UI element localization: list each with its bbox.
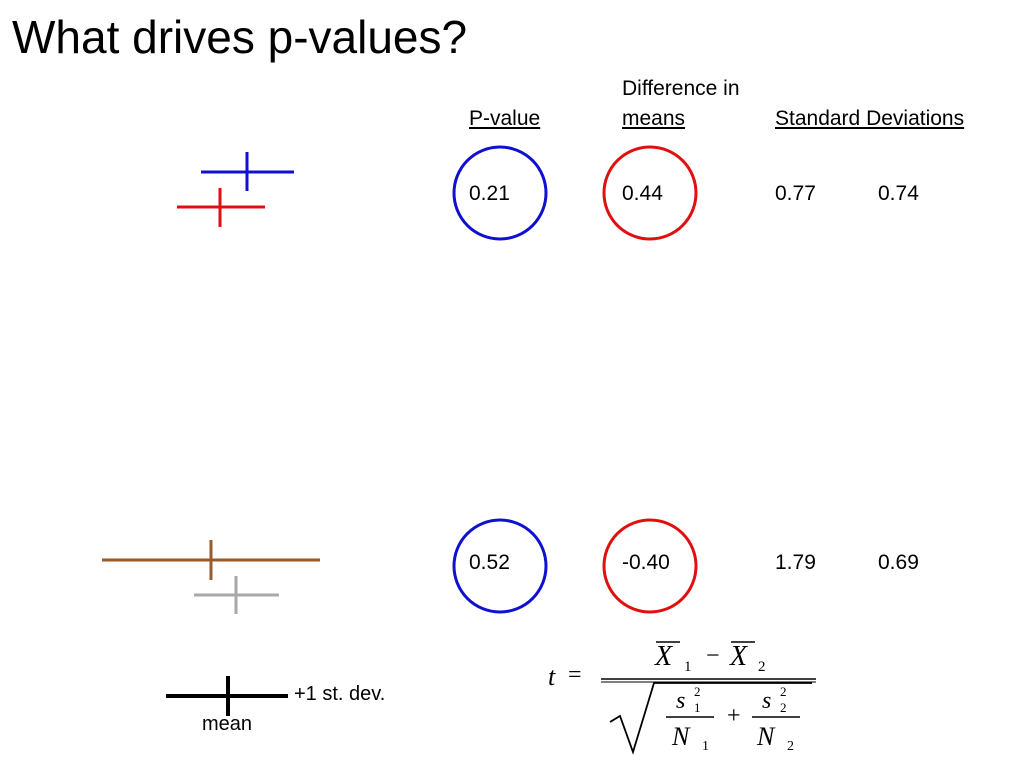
row2-diff-means: -0.40 [622,551,670,574]
legend-plus-sd: +1 st. dev. [294,683,386,705]
formula-n2: N [757,722,775,751]
formula-s2: s [762,688,772,714]
formula-s2-sub: 2 [780,700,787,715]
formula-plus: + [727,703,741,729]
formula-s2-sq: 2 [780,684,787,699]
formula-s1-sub: 1 [694,700,701,715]
radical-sign [609,682,812,755]
formula-lines [601,641,816,755]
row2-sd2: 0.69 [878,551,919,574]
legend-marker [166,676,288,716]
formula-s1-sq: 2 [694,684,701,699]
formula-x1: X [655,641,673,672]
formula-minus: − [706,643,720,669]
row1-pvalue-circle [452,145,548,241]
formula-n1: N [672,722,690,751]
formula-s1: s [676,688,686,714]
row1-markers [177,152,294,227]
row2-markers [102,540,320,614]
formula-x2-sub: 2 [758,659,766,675]
formula-n1-sub: 1 [702,739,709,754]
formula-n2-sub: 2 [787,739,794,754]
slide-title: What drives p-values? [12,11,468,63]
header-diff-line1: Difference in [622,77,740,100]
row2-diff-circle [602,518,698,614]
formula-equals: = [568,662,582,688]
header-std-dev: Standard Deviations [775,107,965,130]
header-diff-line2: means [622,107,686,130]
row1-p-value: 0.21 [469,182,510,205]
legend-mean: mean [202,713,253,735]
row1-sd1: 0.77 [775,182,816,205]
row1-sd2: 0.74 [878,182,919,205]
row2-sd1: 1.79 [775,551,816,574]
header-p-value: P-value [469,107,541,130]
formula-t: t [548,662,556,691]
formula-x1-sub: 1 [684,659,692,675]
formula-x2: X [730,641,748,672]
row2-p-value: 0.52 [469,551,510,574]
row2-pvalue-circle [452,518,548,614]
row1-diff-circle [602,145,698,241]
row1-diff-means: 0.44 [622,182,663,205]
